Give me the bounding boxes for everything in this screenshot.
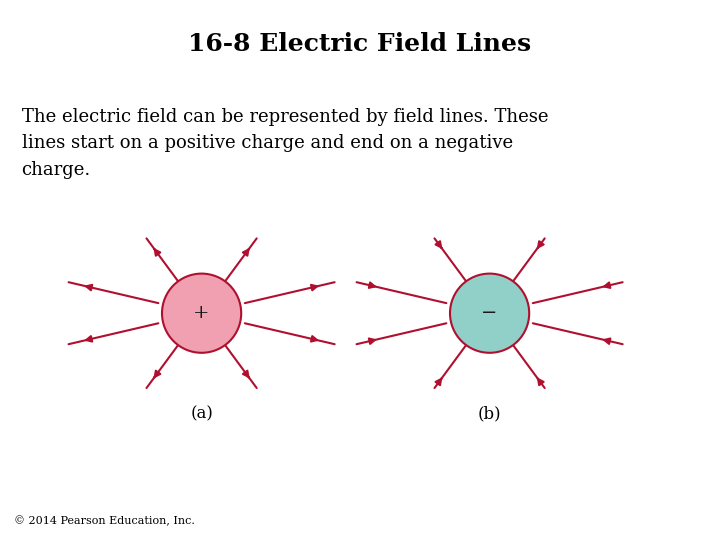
Text: (a): (a) — [190, 405, 213, 422]
Text: +: + — [194, 304, 210, 322]
Text: © 2014 Pearson Education, Inc.: © 2014 Pearson Education, Inc. — [14, 516, 195, 526]
Text: −: − — [482, 304, 498, 322]
Text: (b): (b) — [478, 405, 501, 422]
Text: 16-8 Electric Field Lines: 16-8 Electric Field Lines — [189, 32, 531, 56]
Text: The electric field can be represented by field lines. These
lines start on a pos: The electric field can be represented by… — [22, 108, 548, 179]
Ellipse shape — [162, 274, 241, 353]
Ellipse shape — [450, 274, 529, 353]
